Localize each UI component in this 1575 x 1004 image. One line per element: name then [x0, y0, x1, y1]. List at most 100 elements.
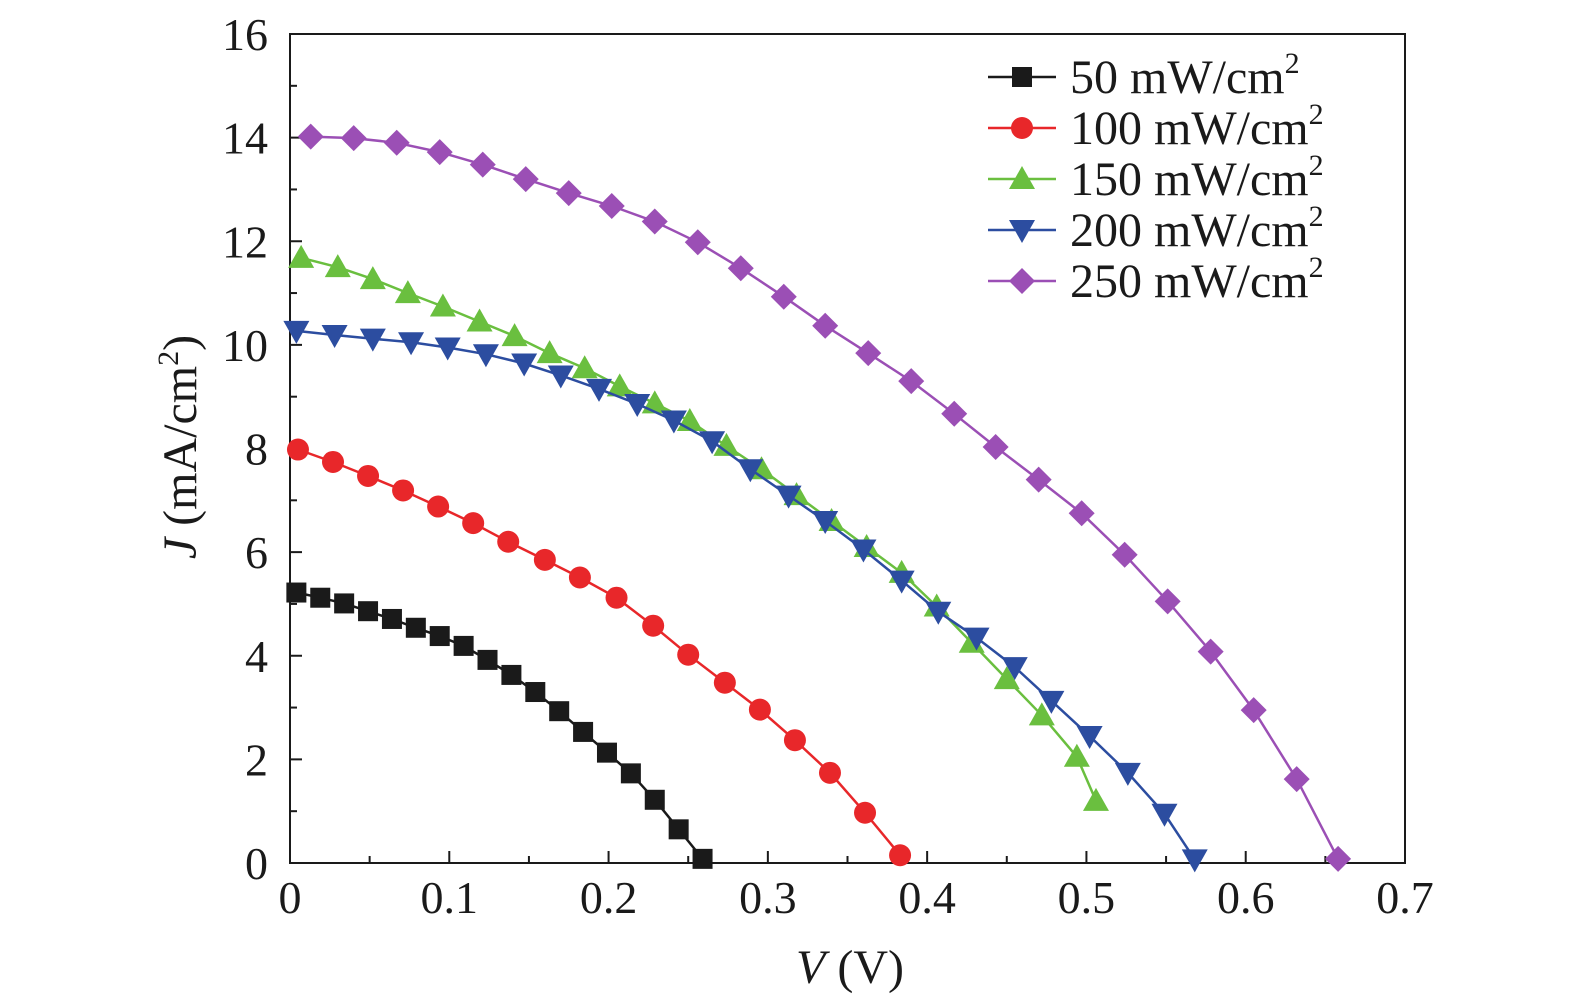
- data-point: [737, 459, 764, 483]
- y-tick-label: 14: [222, 113, 268, 164]
- series-line: [296, 329, 1196, 861]
- x-tick-label: 0.1: [421, 872, 479, 923]
- y-tick-label: 12: [222, 216, 268, 267]
- legend-marker: [1009, 268, 1035, 294]
- series-3: [288, 244, 1109, 811]
- data-point: [358, 601, 379, 622]
- data-point: [466, 308, 493, 332]
- data-point: [812, 511, 839, 535]
- data-point: [392, 479, 415, 502]
- y-tick-label: 16: [222, 9, 268, 60]
- data-point: [850, 539, 877, 563]
- data-point: [1151, 803, 1178, 827]
- data-point: [855, 340, 882, 367]
- data-point: [512, 166, 539, 193]
- data-point: [571, 355, 598, 379]
- data-point: [288, 244, 315, 268]
- data-point: [1025, 466, 1052, 493]
- data-point: [605, 586, 628, 609]
- y-tick-label: 0: [245, 838, 268, 889]
- data-point: [381, 608, 402, 629]
- data-point: [641, 208, 668, 235]
- data-point: [586, 378, 613, 402]
- data-point: [286, 438, 309, 461]
- data-point: [818, 761, 841, 784]
- y-axis-unit-superscript: 2: [152, 351, 185, 366]
- series-line: [300, 256, 1098, 802]
- series-line: [296, 591, 704, 860]
- data-point: [501, 664, 522, 685]
- data-point: [383, 129, 410, 156]
- y-tick-label: 2: [245, 734, 268, 785]
- legend-marker: [1009, 166, 1035, 189]
- data-point: [398, 332, 425, 356]
- data-point: [477, 649, 498, 670]
- data-point: [1114, 762, 1141, 786]
- legend-label: 100 mW/cm2: [1070, 98, 1324, 155]
- legend-marker: [1012, 67, 1032, 87]
- data-point: [854, 801, 877, 824]
- x-axis-unit: (V): [825, 941, 904, 994]
- data-point: [660, 410, 687, 434]
- legend-label: 200 mW/cm2: [1070, 200, 1324, 257]
- data-point: [334, 593, 355, 614]
- data-point: [748, 698, 771, 721]
- data-point: [426, 139, 453, 166]
- data-point: [692, 848, 713, 869]
- x-tick-label: 0.2: [580, 872, 638, 923]
- x-tick-label: 0: [279, 872, 302, 923]
- data-point: [596, 742, 617, 763]
- data-point: [783, 729, 806, 752]
- data-point: [644, 789, 665, 810]
- data-point: [1197, 638, 1224, 665]
- legend-marker: [1011, 117, 1033, 139]
- data-point: [405, 617, 426, 638]
- data-point: [525, 682, 546, 703]
- data-point: [533, 548, 556, 571]
- data-point: [770, 283, 797, 310]
- x-tick-label: 0.5: [1058, 872, 1116, 923]
- y-axis-variable: J: [154, 535, 207, 559]
- y-tick-label: 8: [245, 424, 268, 475]
- y-tick-label: 10: [222, 320, 268, 371]
- data-point: [555, 180, 582, 207]
- data-point: [1038, 690, 1065, 714]
- data-point: [1068, 500, 1095, 527]
- x-tick-label: 0.3: [739, 872, 797, 923]
- y-tick-label: 6: [245, 527, 268, 578]
- data-point: [1325, 845, 1352, 872]
- data-point: [501, 323, 528, 347]
- data-point: [340, 125, 367, 152]
- data-point: [1283, 766, 1310, 793]
- data-point: [359, 328, 386, 352]
- plot-area: 0 0.1 0.2 0.3 0.4 0.5 0.6 0.7 0 2 4 6 8 10 12 14 16: [222, 9, 1434, 923]
- data-point: [394, 280, 421, 304]
- data-point: [668, 819, 689, 840]
- data-point: [1181, 849, 1208, 873]
- data-point: [453, 635, 474, 656]
- data-point: [1063, 743, 1090, 767]
- y-tick-label: 4: [245, 631, 268, 682]
- data-point: [511, 353, 538, 377]
- data-point: [297, 123, 324, 150]
- data-point: [1240, 697, 1267, 724]
- data-point: [434, 337, 461, 361]
- data-point: [775, 485, 802, 509]
- data-point: [322, 450, 345, 473]
- series-2: [286, 438, 912, 867]
- data-point: [1028, 702, 1055, 726]
- x-tick-label: 0.4: [898, 872, 956, 923]
- data-point: [963, 627, 990, 651]
- legend-item: 50 mW/cm2: [988, 47, 1300, 104]
- legend-label: 250 mW/cm2: [1070, 251, 1324, 308]
- data-point: [889, 844, 912, 867]
- data-point: [993, 666, 1020, 690]
- data-point: [713, 432, 740, 456]
- legend-label: 50 mW/cm2: [1070, 47, 1300, 104]
- data-point: [812, 312, 839, 339]
- y-axis-unit-close: ): [154, 335, 207, 351]
- data-point: [1082, 787, 1109, 811]
- data-point: [925, 601, 952, 625]
- data-point: [469, 151, 496, 178]
